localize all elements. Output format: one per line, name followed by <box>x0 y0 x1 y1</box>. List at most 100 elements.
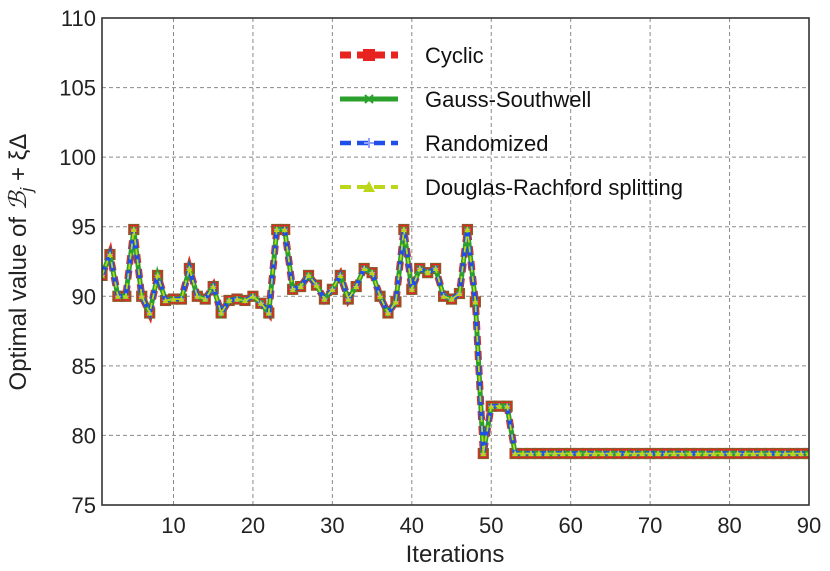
data-point <box>400 226 407 232</box>
data-point <box>369 269 376 276</box>
data-point <box>321 296 328 302</box>
x-axis-label: Iterations <box>406 541 505 568</box>
data-point <box>353 283 360 290</box>
data-point <box>750 450 757 457</box>
data-point <box>488 403 495 409</box>
plot-frame <box>101 17 810 506</box>
x-tick-label: 30 <box>320 513 344 538</box>
legend-entry: Douglas-Rachford splitting <box>340 175 683 200</box>
data-point <box>456 290 463 297</box>
x-tick-label: 90 <box>797 513 821 538</box>
legend-marker <box>364 138 374 148</box>
legend-label: Randomized <box>425 131 549 156</box>
data-point <box>289 286 296 292</box>
data-point <box>702 450 709 457</box>
y-tick-label: 85 <box>72 354 96 379</box>
series-layer <box>102 223 809 460</box>
data-point <box>631 450 638 457</box>
data-point <box>114 293 121 299</box>
data-point <box>106 251 113 258</box>
data-point <box>305 272 312 278</box>
data-point <box>567 450 574 457</box>
legend-marker <box>363 181 375 192</box>
y-axis-label-suffix: + ξΔ <box>5 134 32 188</box>
data-point <box>520 450 527 457</box>
data-point <box>496 403 503 409</box>
data-point <box>329 286 336 292</box>
legend-entry: Randomized <box>340 131 549 156</box>
data-point <box>273 226 280 232</box>
data-point <box>647 450 654 457</box>
y-tick-label: 105 <box>59 76 96 101</box>
y-tick-label: 95 <box>72 215 96 240</box>
x-tick-label: 20 <box>241 513 265 538</box>
data-point <box>130 226 137 232</box>
data-point <box>766 450 773 457</box>
x-tick-label: 80 <box>717 513 741 538</box>
data-point <box>440 293 447 299</box>
data-point <box>448 296 455 302</box>
data-point <box>782 450 789 457</box>
data-point <box>543 450 550 457</box>
data-point <box>234 296 241 302</box>
data-point <box>790 450 797 457</box>
data-point <box>154 272 161 278</box>
legend-label: Cyclic <box>425 43 484 68</box>
data-point <box>742 450 749 457</box>
data-point <box>583 450 590 457</box>
data-point <box>623 450 630 457</box>
legend-label: Gauss-Southwell <box>425 87 591 112</box>
data-point <box>102 272 105 279</box>
data-point <box>408 286 415 292</box>
data-point <box>599 450 606 457</box>
data-point <box>281 226 288 232</box>
data-point <box>226 297 233 303</box>
data-point <box>345 296 352 302</box>
data-point <box>504 403 511 409</box>
data-point <box>512 450 519 457</box>
data-point <box>432 265 439 271</box>
data-point <box>694 450 701 457</box>
data-point <box>480 450 487 457</box>
data-point <box>551 450 558 457</box>
x-tick-label: 60 <box>558 513 582 538</box>
x-tick-label: 50 <box>479 513 503 538</box>
data-point <box>178 296 185 302</box>
data-point <box>464 226 471 232</box>
data-point <box>670 450 677 457</box>
data-point <box>710 450 717 457</box>
data-point <box>257 300 264 306</box>
x-tick-label: 40 <box>400 513 424 538</box>
x-tick-label: 70 <box>638 513 662 538</box>
data-point <box>472 298 479 305</box>
data-point <box>241 297 248 303</box>
data-point <box>249 293 256 299</box>
data-point <box>663 450 670 457</box>
data-point <box>591 450 598 457</box>
data-point <box>527 450 534 457</box>
data-point <box>615 450 622 457</box>
data-point <box>146 309 153 316</box>
data-point <box>210 283 217 290</box>
data-point <box>313 282 320 288</box>
data-point <box>194 293 201 299</box>
series-douglas-rachford-splitting <box>102 226 809 457</box>
data-point <box>297 283 304 290</box>
data-point <box>377 293 384 299</box>
y-tick-label: 100 <box>59 145 96 170</box>
y-tick-labels: 75 80 85 90 95 100 105 110 <box>59 6 96 518</box>
data-point <box>170 296 177 302</box>
data-point <box>655 450 662 457</box>
data-point <box>734 450 741 457</box>
data-point <box>758 450 765 457</box>
y-tick-label: 110 <box>61 6 96 31</box>
data-point <box>122 293 129 299</box>
x-tick-labels: 10 20 30 40 50 60 70 80 90 <box>161 513 821 538</box>
y-tick-label: 90 <box>72 284 96 309</box>
data-point <box>138 293 145 299</box>
data-point <box>424 269 431 276</box>
data-point <box>265 309 272 316</box>
legend-label: Douglas-Rachford splitting <box>425 175 683 200</box>
data-point <box>162 297 169 303</box>
